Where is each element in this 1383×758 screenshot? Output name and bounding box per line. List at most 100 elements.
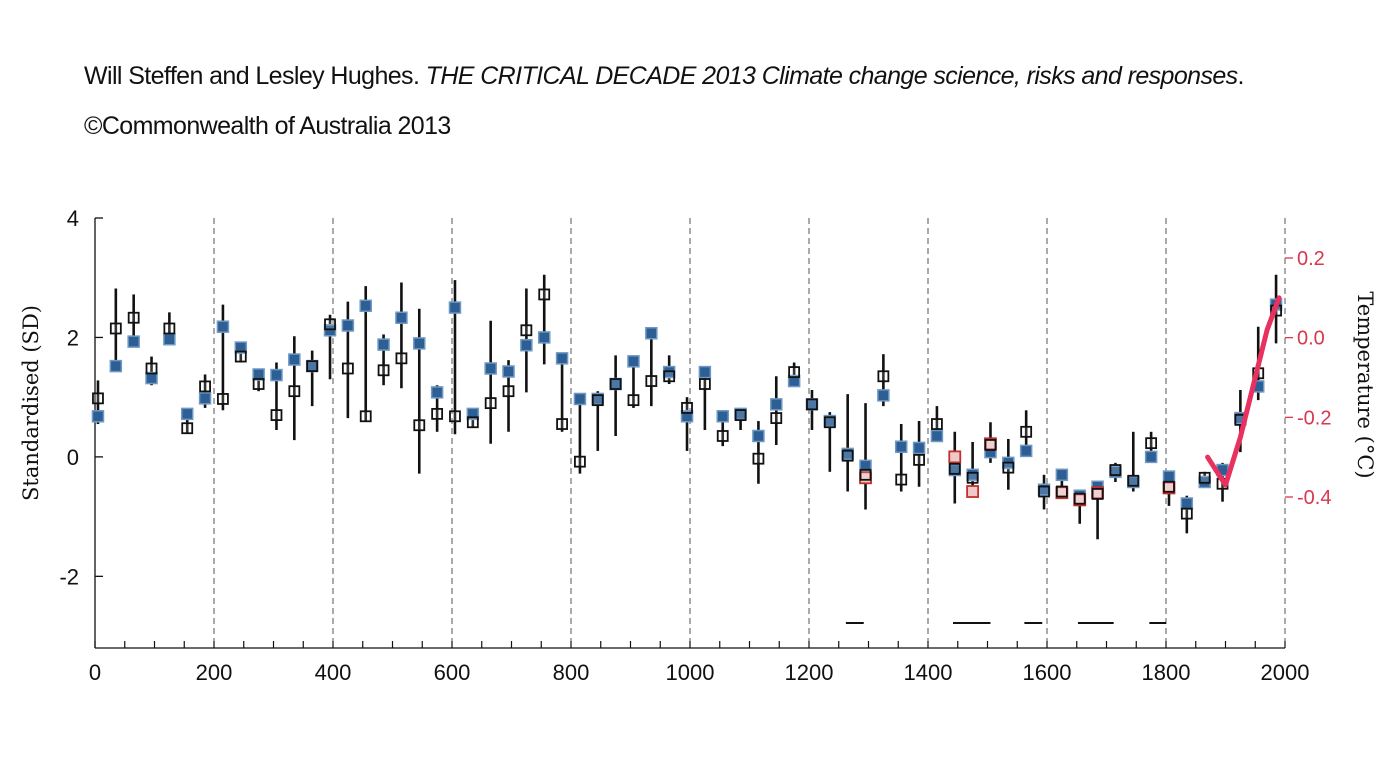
open-square-point — [1020, 425, 1033, 438]
open-square-point — [431, 407, 444, 420]
open-square-point — [217, 393, 229, 405]
filled-square-point — [377, 338, 390, 351]
y2-tick-label: -0.4 — [1297, 487, 1331, 509]
filled-square-point — [359, 299, 372, 313]
filled-square-point — [430, 386, 444, 399]
filled-square-point — [323, 324, 337, 337]
filled-square-point — [520, 338, 533, 352]
y-tick-label: 2 — [67, 325, 79, 350]
filled-square-point — [537, 331, 551, 344]
filled-square-point — [252, 368, 265, 381]
open-square-point — [538, 288, 551, 301]
open-square-point — [1055, 485, 1068, 498]
filled-square-point — [680, 410, 694, 423]
open-square-point — [234, 350, 247, 363]
open-square-point — [788, 366, 801, 378]
filled-square-point — [288, 353, 301, 366]
filled-square-point — [1162, 470, 1176, 483]
filled-square-point — [573, 392, 587, 406]
open-square-point — [734, 409, 747, 421]
open-square-point — [109, 322, 122, 335]
filled-square-point — [234, 341, 248, 354]
open-square-point — [806, 398, 818, 411]
filled-square-point — [645, 327, 658, 340]
filled-square-point — [555, 352, 569, 365]
x-tick-label: 1600 — [1023, 660, 1072, 685]
open-square-point — [591, 394, 604, 407]
open-square-point — [663, 370, 676, 383]
open-square-point — [681, 402, 693, 414]
filled-square-point — [698, 365, 712, 379]
open-square-point — [645, 375, 658, 387]
filled-square-point — [341, 319, 355, 332]
open-square-point — [145, 362, 158, 375]
open-square-point — [288, 385, 301, 398]
filled-square-point — [198, 392, 212, 405]
x-tick-label: 600 — [434, 660, 471, 685]
y2-tick-label: 0.0 — [1297, 328, 1325, 350]
filled-square-point — [1180, 497, 1194, 510]
open-square-point — [1038, 485, 1050, 498]
open-square-point — [395, 352, 408, 365]
open-square-point — [127, 311, 140, 324]
open-square-point — [466, 416, 479, 429]
filled-square-point — [912, 441, 926, 455]
filled-square-point — [413, 337, 426, 350]
filled-square-point — [752, 429, 765, 443]
open-square-point — [1073, 492, 1086, 505]
credit-authors: Will Steffen and Lesley Hughes. — [84, 62, 420, 90]
filled-square-point — [1019, 444, 1033, 458]
x-tick-label: 0 — [89, 660, 101, 685]
x-tick-label: 2000 — [1261, 660, 1310, 685]
open-square-point — [984, 439, 997, 451]
open-square-point — [1198, 471, 1211, 484]
open-square-point — [92, 392, 104, 405]
filled-square-point — [1144, 450, 1158, 464]
open-square-point — [609, 378, 622, 390]
open-square-point — [716, 430, 729, 442]
filled-square-point — [127, 335, 140, 348]
x-tick-label: 1400 — [904, 660, 953, 685]
open-square-point — [913, 453, 925, 466]
red-square-point — [948, 450, 962, 464]
open-square-point — [698, 378, 711, 390]
open-square-point — [895, 473, 908, 486]
filled-square-point — [627, 355, 640, 368]
open-square-point — [1163, 480, 1175, 493]
open-square-point — [270, 409, 283, 421]
open-square-point — [574, 455, 586, 468]
open-square-point — [449, 410, 461, 423]
filled-square-point — [894, 440, 908, 453]
filled-square-point — [716, 410, 729, 423]
y2-tick-label: -0.2 — [1297, 407, 1331, 429]
x-tick-label: 800 — [553, 660, 590, 685]
filled-square-point — [91, 410, 105, 423]
open-square-point — [627, 394, 640, 407]
open-square-point — [823, 416, 836, 429]
credit-line: Will Steffen and Lesley Hughes. THE CRIT… — [84, 62, 1245, 91]
open-square-point — [859, 468, 872, 481]
open-square-point — [966, 471, 979, 484]
open-square-point — [752, 452, 765, 465]
filled-square-point — [859, 459, 872, 473]
y-tick-label: 0 — [67, 445, 79, 470]
filled-square-point — [466, 407, 480, 421]
open-square-point — [520, 324, 533, 337]
filled-square-point — [787, 374, 801, 388]
filled-square-point — [180, 407, 194, 421]
temperature-line — [1205, 295, 1282, 488]
x-tick-label: 1200 — [785, 660, 834, 685]
open-square-point — [1127, 474, 1140, 487]
x-tick-label: 400 — [315, 660, 352, 685]
open-square-point — [359, 410, 372, 423]
open-square-point — [931, 418, 943, 430]
x-tick-label: 1800 — [1142, 660, 1191, 685]
red-square-point — [966, 485, 980, 498]
filled-square-point — [770, 398, 783, 411]
filled-square-point — [145, 371, 158, 385]
x-tick-label: 1000 — [666, 660, 715, 685]
y2-tick-label: 0.2 — [1297, 248, 1325, 270]
filled-square-point — [216, 320, 230, 333]
open-square-point — [841, 449, 854, 462]
